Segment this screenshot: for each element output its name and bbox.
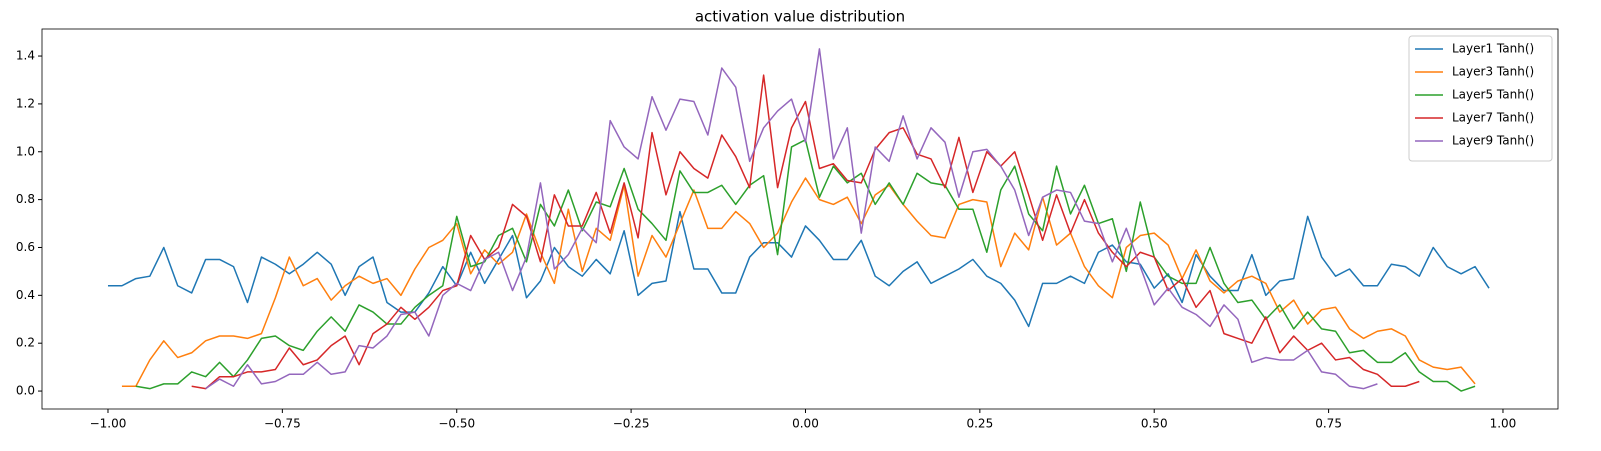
legend-box [1408,35,1553,162]
series-line [205,48,1378,390]
x-tick-label: 0.50 [1141,417,1168,431]
x-tick-label: −1.00 [90,417,127,431]
x-tick-label: 1.00 [1490,417,1517,431]
chart-title: activation value distribution [695,8,905,26]
legend-label: Layer3 Tanh() [1452,65,1534,79]
x-tick-label: 0.00 [792,417,819,431]
y-tick-label: 1.2 [16,96,35,110]
series-line [107,210,1490,328]
legend-label: Layer1 Tanh() [1452,42,1534,56]
y-tick-label: 1.0 [16,144,35,158]
x-tick-label: −0.50 [438,417,475,431]
y-tick-label: 0.6 [16,240,35,254]
series-line [121,177,1476,388]
legend-label: Layer9 Tanh() [1452,134,1534,148]
x-tick-label: 0.25 [966,417,993,431]
plot-frame [41,28,1559,410]
y-tick-label: 1.4 [16,49,35,63]
y-tick-label: 0.0 [16,384,35,398]
y-tick-label: 0.2 [16,336,35,350]
x-tick-label: −0.75 [264,417,301,431]
series-line [191,74,1420,390]
y-tick-label: 0.4 [16,288,35,302]
legend-label: Layer5 Tanh() [1452,88,1534,102]
legend-label: Layer7 Tanh() [1452,111,1534,125]
x-tick-label: −0.25 [613,417,650,431]
y-tick-label: 0.8 [16,192,35,206]
x-tick-label: 0.75 [1315,417,1342,431]
